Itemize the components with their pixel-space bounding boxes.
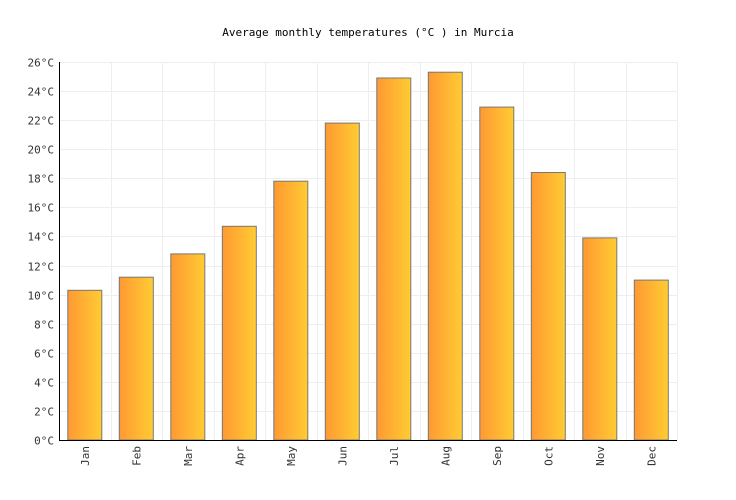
y-tick-label: 8°C	[34, 319, 54, 332]
axes	[59, 62, 677, 441]
y-tick-label: 22°C	[28, 115, 55, 128]
y-tick-label: 26°C	[28, 57, 55, 70]
x-tick-label: Dec	[645, 446, 658, 466]
bar-oct	[530, 172, 566, 441]
x-tick-label: May	[285, 446, 298, 466]
y-tick-label: 12°C	[28, 261, 55, 274]
y-axis-ticks: 0°C 2°C 4°C 6°C 8°C 10°C 12°C 14°C 16°C 18°C 20°C 2…	[28, 57, 55, 448]
x-tick-label: Aug	[439, 446, 452, 466]
bar-sep	[479, 106, 515, 441]
bar-mar	[170, 253, 206, 441]
x-tick-label: Apr	[233, 446, 246, 466]
y-tick-label: 6°C	[34, 348, 54, 361]
x-tick-label: Jul	[388, 446, 401, 466]
bar-may	[273, 180, 309, 441]
bar-feb	[118, 276, 154, 441]
x-tick-label: Nov	[594, 446, 607, 466]
bar-apr	[221, 225, 257, 441]
y-tick-label: 24°C	[28, 86, 55, 99]
bar-aug	[427, 71, 463, 441]
x-tick-label: Mar	[182, 446, 195, 466]
y-tick-label: 16°C	[28, 202, 55, 215]
y-tick-label: 10°C	[28, 290, 55, 303]
y-tick-label: 2°C	[34, 406, 54, 419]
bar-jun	[324, 122, 360, 441]
bars	[67, 71, 669, 441]
y-tick-label: 4°C	[34, 377, 54, 390]
x-tick-label: Oct	[542, 446, 555, 466]
x-axis-ticks: Jan Feb Mar Apr May Jun Jul Aug Sep Oct Nov Dec	[79, 446, 659, 466]
bar-jul	[376, 77, 412, 441]
x-tick-label: Jun	[336, 446, 349, 466]
y-tick-label: 0°C	[34, 435, 54, 448]
bar-nov	[582, 237, 618, 441]
bar-dec	[633, 279, 669, 441]
x-tick-label: Jan	[79, 446, 92, 466]
y-tick-label: 14°C	[28, 231, 55, 244]
bar-jan	[67, 289, 103, 441]
y-tick-label: 20°C	[28, 144, 55, 157]
x-tick-label: Feb	[130, 446, 143, 466]
chart-title: Average monthly temperatures (°C ) in Mu…	[222, 26, 513, 39]
x-tick-label: Sep	[491, 446, 504, 466]
y-tick-label: 18°C	[28, 173, 55, 186]
